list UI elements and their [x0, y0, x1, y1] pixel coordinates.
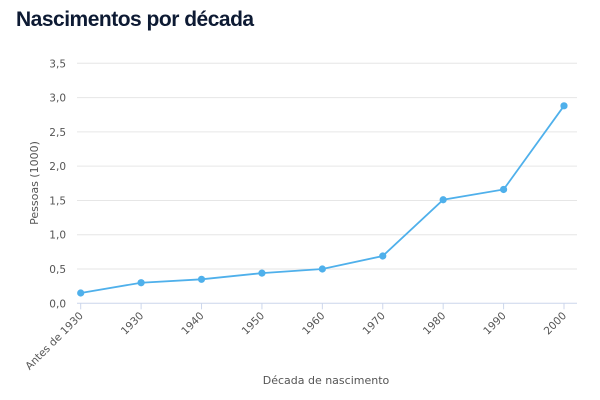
- y-tick-label: 3,0: [49, 93, 66, 105]
- data-point: [499, 185, 508, 194]
- data-point: [439, 196, 447, 204]
- data-point: [318, 265, 326, 273]
- x-tick-label: 2000: [542, 310, 569, 337]
- x-tick-label: 1960: [300, 310, 327, 337]
- data-point: [197, 275, 206, 283]
- x-axis-label: Década de nascimento: [263, 374, 390, 387]
- y-tick-label: 1,0: [49, 230, 66, 242]
- y-tick-label: 0,5: [49, 264, 66, 276]
- y-tick-label: 2,0: [49, 161, 66, 173]
- x-tick-label: 1940: [179, 310, 206, 337]
- x-tick-label: 1990: [481, 310, 508, 337]
- y-tick-label: 1,5: [49, 195, 66, 207]
- y-tick-label: 2,5: [49, 127, 66, 139]
- x-tick-label: 1930: [119, 310, 146, 337]
- y-tick-label: 0,0: [49, 298, 66, 310]
- data-point: [560, 102, 568, 110]
- x-tick-label: 1950: [240, 310, 267, 337]
- data-point: [379, 252, 387, 260]
- x-tick-label: 1970: [360, 310, 387, 337]
- y-axis-label: Pessoas (1000): [28, 141, 41, 225]
- x-tick-label: 1980: [421, 310, 448, 337]
- x-tick-label: Antes de 1930: [23, 310, 86, 373]
- chart-title: Nascimentos por década: [16, 8, 254, 31]
- data-point: [77, 289, 85, 297]
- y-tick-label: 3,5: [49, 58, 66, 70]
- data-point: [258, 269, 266, 277]
- series-line: [80, 105, 565, 294]
- data-point: [137, 279, 145, 287]
